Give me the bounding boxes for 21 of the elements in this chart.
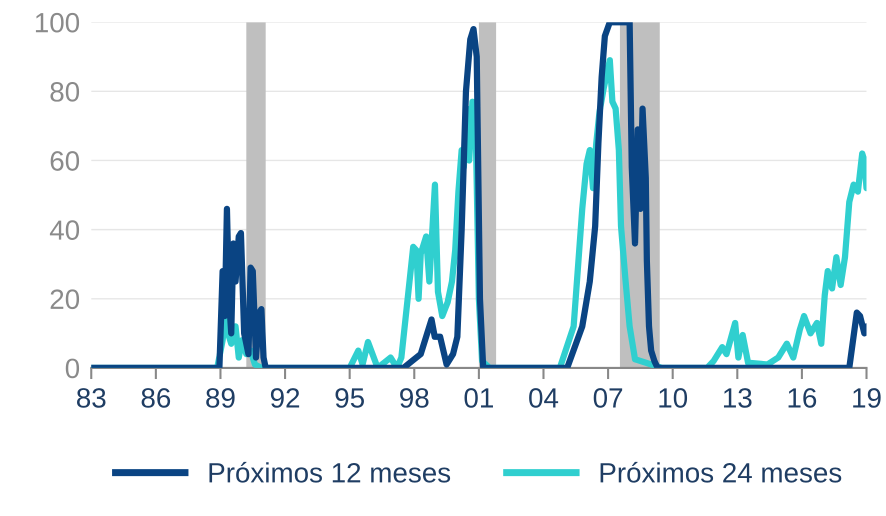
x-tick-label: 19 <box>853 388 881 408</box>
x-tick-label: 98 <box>400 388 429 408</box>
y-tick-label: 40 <box>50 220 80 240</box>
x-tick-label: 83 <box>77 388 106 408</box>
x-tick-label: 16 <box>788 388 816 408</box>
y-tick-label: 60 <box>50 151 80 171</box>
x-tick-label: 10 <box>659 388 688 408</box>
legend-label: Próximos 12 meses <box>209 462 450 483</box>
x-tick-label: 07 <box>594 388 622 408</box>
x-tick-label: 13 <box>724 388 752 408</box>
y-tick-label: 80 <box>50 82 80 102</box>
x-tick-label: 04 <box>529 388 558 408</box>
x-tick-label: 89 <box>206 388 235 408</box>
y-tick-label: 0 <box>66 358 80 378</box>
y-tick-label: 100 <box>36 12 80 33</box>
x-tick-label: 86 <box>142 388 170 408</box>
y-tick-label: 20 <box>50 289 80 310</box>
x-tick-label: 01 <box>464 388 493 408</box>
x-tick-label: 92 <box>270 388 300 408</box>
x-tick-label: 95 <box>336 388 364 408</box>
legend-label: Próximos 24 meses <box>600 462 842 483</box>
